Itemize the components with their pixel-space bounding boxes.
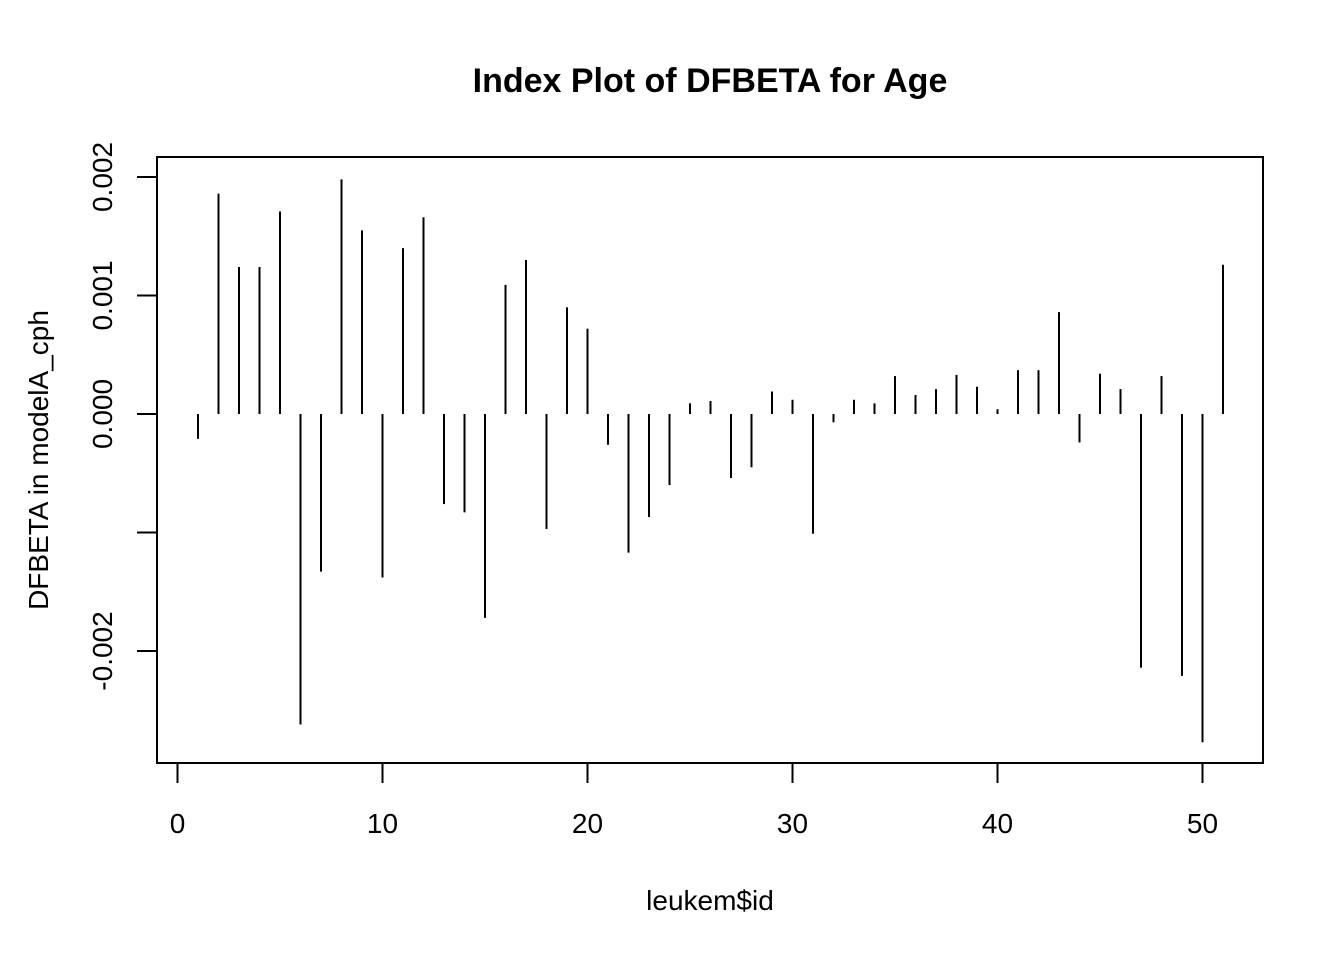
x-axis: 0 10 20 30 40 50 (170, 762, 1218, 839)
y-axis: -0.002 0.000 0.001 0.002 (87, 142, 158, 691)
chart-title: Index Plot of DFBETA for Age (473, 62, 948, 100)
y-tick-label: -0.002 (87, 611, 118, 690)
x-tick-label: 0 (170, 808, 186, 839)
x-tick-label: 10 (367, 808, 398, 839)
plot-box (156, 156, 1264, 764)
y-axis-label: DFBETA in modelA_cph (23, 310, 54, 610)
y-tick-label: 0.002 (87, 142, 118, 212)
y-tick-label: 0.000 (87, 379, 118, 449)
y-tick-label: 0.001 (87, 260, 118, 330)
x-tick-label: 20 (572, 808, 603, 839)
x-tick-label: 40 (982, 808, 1013, 839)
dfbeta-bars (197, 179, 1224, 743)
x-axis-label: leukem$id (646, 885, 774, 916)
x-tick-label: 50 (1187, 808, 1218, 839)
x-tick-label: 30 (777, 808, 808, 839)
